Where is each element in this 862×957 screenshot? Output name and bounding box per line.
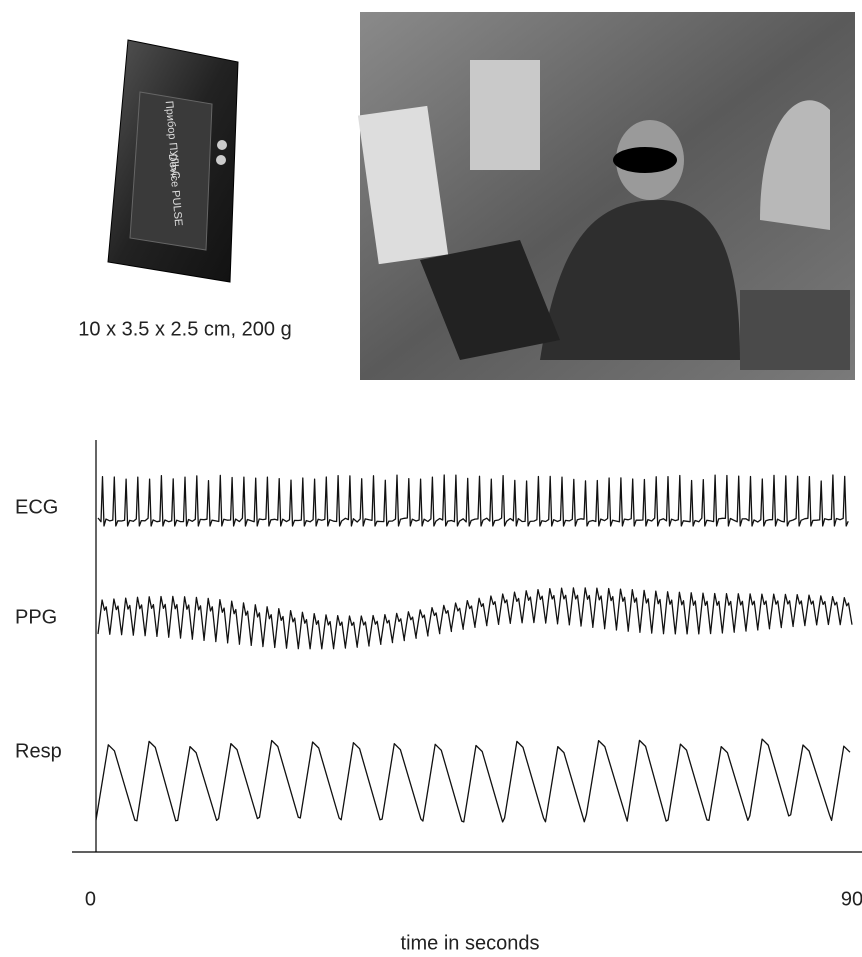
x-tick-label: 0 [85,888,96,910]
device-image: Прибор ПУЛЬС Device PULSE [108,40,238,282]
device-button [216,155,226,165]
signal-label: ECG [15,496,58,518]
photo [358,12,855,380]
photo-eye-mask [613,147,677,173]
signal-label: PPG [15,606,57,628]
device-button [217,140,227,150]
photo-equipment [740,290,850,370]
traces [96,475,852,822]
signal-trace [98,475,848,526]
x-axis-label: time in seconds [401,932,540,954]
photo-paper [470,60,540,170]
x-tick-label: 90 [841,888,862,910]
signal-trace [98,588,852,649]
signal-trace [96,739,850,822]
signal-label: Resp [15,740,62,762]
device-caption: 10 x 3.5 x 2.5 cm, 200 g [78,318,291,340]
figure: Прибор ПУЛЬС Device PULSE 10 x 3.5 x 2.5… [0,0,862,957]
